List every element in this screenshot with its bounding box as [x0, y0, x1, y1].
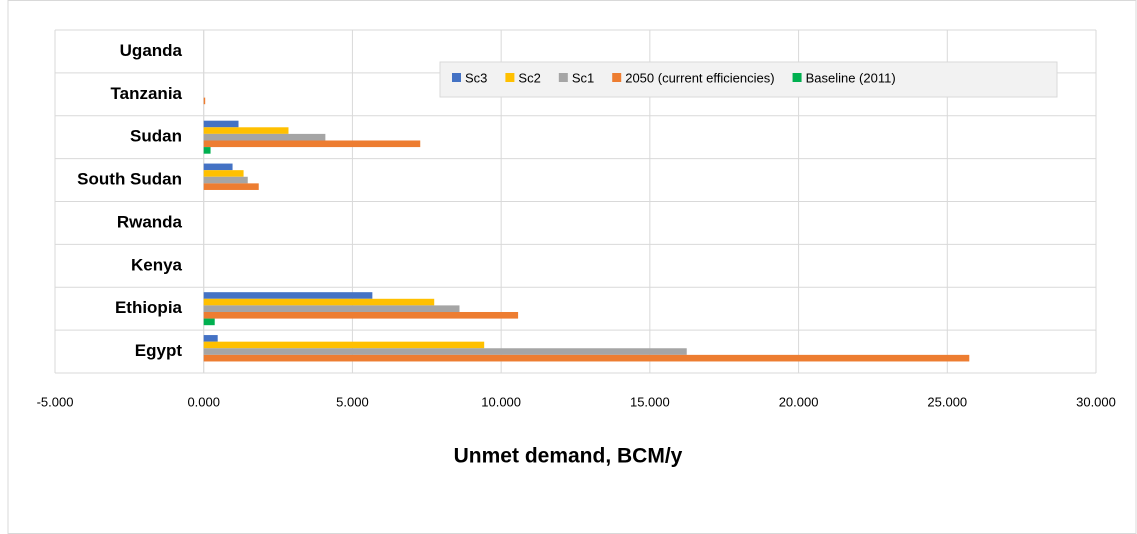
- bar: [203, 97, 206, 105]
- bar: [203, 348, 687, 355]
- x-axis-title: Unmet demand, BCM/y: [454, 445, 683, 468]
- x-tick-label: 10.000: [481, 394, 521, 409]
- x-tick-label: 0.000: [187, 394, 220, 409]
- bar: [203, 140, 421, 148]
- bar: [203, 120, 239, 128]
- bar: [203, 170, 244, 177]
- legend-label: Sc2: [518, 70, 540, 85]
- category-label: Kenya: [131, 255, 183, 274]
- legend-swatch: [505, 73, 515, 82]
- bar: [203, 147, 211, 154]
- category-label: Tanzania: [111, 84, 183, 103]
- bar: [203, 292, 373, 299]
- legend-swatch: [792, 73, 802, 82]
- bar: [203, 176, 248, 184]
- bar: [203, 183, 259, 190]
- category-label: Uganda: [120, 41, 183, 60]
- bar: [203, 311, 519, 319]
- category-label: South Sudan: [77, 170, 182, 189]
- bar: [203, 354, 970, 362]
- x-tick-label: 5.000: [336, 394, 369, 409]
- bar: [203, 318, 215, 326]
- legend-box: [439, 61, 1058, 98]
- legend-label: Sc3: [465, 70, 487, 85]
- x-tick-label: 20.000: [779, 394, 819, 409]
- x-tick-label: 15.000: [630, 394, 670, 409]
- category-label: Egypt: [135, 341, 183, 360]
- legend-label: Sc1: [572, 70, 594, 85]
- bar: [203, 127, 289, 134]
- bar: [203, 163, 233, 171]
- category-label: Ethiopia: [115, 298, 183, 317]
- x-tick-label: -5.000: [37, 394, 74, 409]
- legend-swatch: [558, 73, 568, 82]
- bar: [203, 133, 326, 141]
- category-label: Rwanda: [117, 212, 183, 231]
- x-tick-label: 30.000: [1076, 394, 1116, 409]
- legend-label: 2050 (current efficiencies): [625, 70, 774, 85]
- legend-label: Baseline (2011): [806, 70, 896, 85]
- bar: [203, 298, 435, 306]
- category-label: Sudan: [130, 127, 182, 146]
- bar: [203, 341, 485, 349]
- x-tick-label: 25.000: [927, 394, 967, 409]
- bar: [203, 305, 460, 312]
- legend-swatch: [452, 73, 461, 82]
- bar: [203, 335, 218, 342]
- legend-swatch: [612, 73, 622, 82]
